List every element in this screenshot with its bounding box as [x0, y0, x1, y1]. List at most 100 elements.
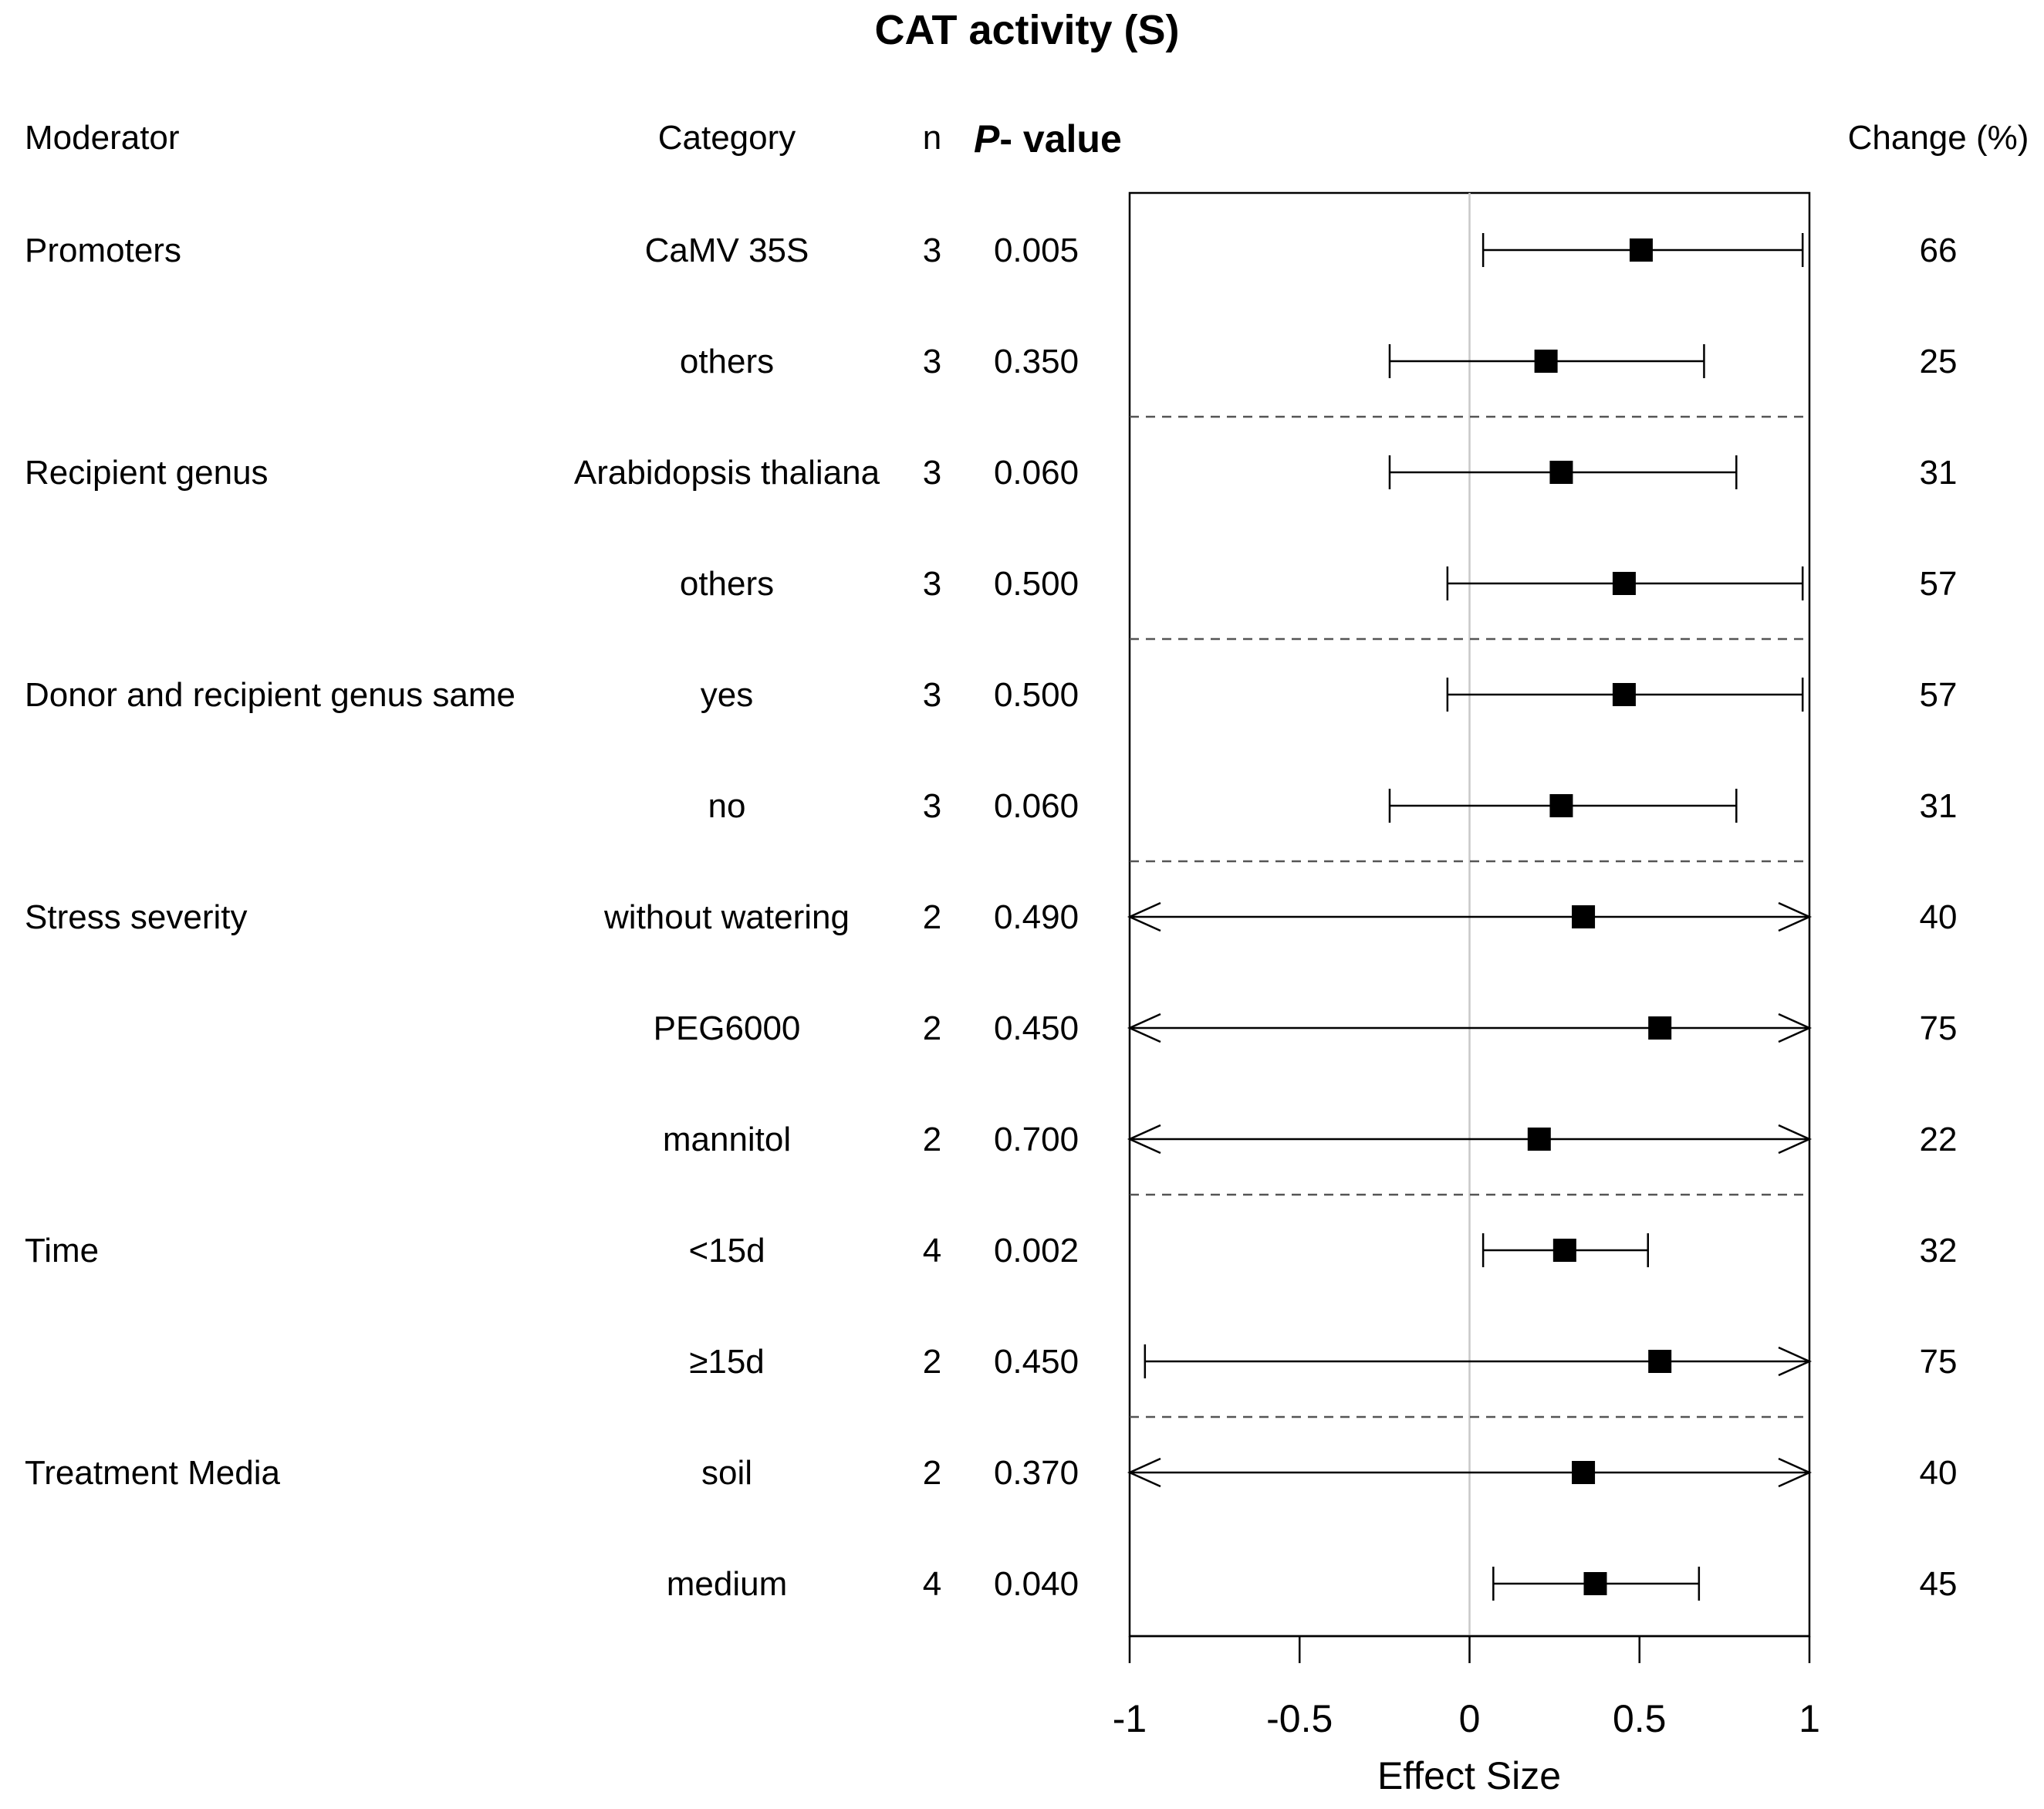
x-tick-label: 1 — [1799, 1697, 1820, 1740]
header-pvalue: P- value — [974, 117, 1122, 161]
p-value: 0.005 — [994, 232, 1079, 269]
category-label: Arabidopsis thaliana — [574, 454, 880, 492]
x-ticks-layer: -1 -0.5 0 0.5 1 — [1113, 1636, 1820, 1740]
category-label: no — [708, 787, 746, 825]
p-value: 0.060 — [994, 454, 1079, 492]
effect-size-point — [1549, 794, 1573, 817]
table-row: ≥15d 2 0.450 75 — [689, 1343, 1957, 1381]
n-value: 2 — [923, 1009, 941, 1047]
category-label: others — [680, 565, 774, 603]
change-value: 57 — [1920, 565, 1958, 603]
ci-arrow-right — [1778, 901, 1813, 932]
n-value: 3 — [923, 454, 941, 492]
moderator-label: Donor and recipient genus same — [25, 676, 515, 714]
ci-arrow-right — [1778, 1346, 1813, 1377]
category-label: without watering — [603, 898, 850, 936]
effect-size-point — [1612, 683, 1636, 706]
category-label: medium — [667, 1565, 788, 1603]
p-value: 0.350 — [994, 343, 1079, 380]
change-value: 75 — [1920, 1343, 1958, 1381]
n-value: 3 — [923, 565, 941, 603]
table-row: Recipient genus Arabidopsis thaliana 3 0.06… — [25, 454, 1957, 492]
change-value: 40 — [1920, 1454, 1958, 1492]
effect-size-point — [1648, 1016, 1672, 1040]
ci-arrow-left — [1127, 1124, 1161, 1155]
effect-size-point — [1648, 1350, 1672, 1373]
effect-size-point — [1612, 572, 1636, 595]
x-tick-label: -0.5 — [1266, 1697, 1333, 1740]
p-value: 0.450 — [994, 1009, 1079, 1047]
header-n: n — [923, 119, 941, 157]
n-value: 4 — [923, 1565, 941, 1603]
table-row: Donor and recipient genus same yes 3 0.500 5… — [25, 676, 1957, 714]
p-value: 0.450 — [994, 1343, 1079, 1381]
change-value: 31 — [1920, 787, 1958, 825]
n-value: 2 — [923, 1454, 941, 1492]
header-change: Change (%) — [1848, 119, 2029, 157]
p-value: 0.060 — [994, 787, 1079, 825]
effect-size-point — [1629, 238, 1653, 262]
effect-size-point — [1549, 461, 1573, 484]
moderator-label: Stress severity — [25, 898, 248, 936]
effect-size-point — [1552, 1239, 1576, 1262]
n-value: 2 — [923, 898, 941, 936]
p-value: 0.700 — [994, 1121, 1079, 1158]
n-value: 3 — [923, 787, 941, 825]
x-tick-label: 0 — [1459, 1697, 1481, 1740]
ci-arrow-left — [1127, 901, 1161, 932]
p-value: 0.490 — [994, 898, 1079, 936]
change-value: 22 — [1920, 1121, 1958, 1158]
n-value: 3 — [923, 343, 941, 380]
change-value: 57 — [1920, 676, 1958, 714]
header-moderator: Moderator — [25, 119, 180, 157]
effect-size-point — [1572, 905, 1596, 928]
category-label: PEG6000 — [654, 1009, 801, 1047]
table-row: others 3 0.350 25 — [680, 343, 1958, 380]
table-row: Time <15d 4 0.002 32 — [25, 1232, 1957, 1270]
header-pvalue-rest: - value — [999, 117, 1121, 161]
moderator-label: Treatment Media — [25, 1454, 280, 1492]
n-value: 2 — [923, 1121, 941, 1158]
category-label: mannitol — [663, 1121, 791, 1158]
header-pvalue-p: P — [974, 117, 1000, 161]
chart-title: CAT activity (S) — [874, 7, 1179, 53]
x-tick-label: -1 — [1113, 1697, 1147, 1740]
table-row: Stress severity without watering 2 0.490 40 — [25, 898, 1957, 936]
category-label: <15d — [688, 1232, 765, 1270]
change-value: 40 — [1920, 898, 1958, 936]
change-value: 31 — [1920, 454, 1958, 492]
n-value: 3 — [923, 676, 941, 714]
change-value: 75 — [1920, 1009, 1958, 1047]
p-value: 0.040 — [994, 1565, 1079, 1603]
table-row: Treatment Media soil 2 0.370 40 — [25, 1454, 1957, 1492]
change-value: 45 — [1920, 1565, 1958, 1603]
table-row: others 3 0.500 57 — [680, 565, 1958, 603]
header-category: Category — [658, 119, 796, 157]
category-label: ≥15d — [689, 1343, 765, 1381]
change-value: 66 — [1920, 232, 1958, 269]
ci-arrow-left — [1127, 1013, 1161, 1043]
effect-size-point — [1527, 1128, 1551, 1151]
p-value: 0.370 — [994, 1454, 1079, 1492]
effect-size-point — [1572, 1461, 1596, 1484]
change-value: 25 — [1920, 343, 1958, 380]
table-row: no 3 0.060 31 — [708, 787, 1958, 825]
p-value: 0.002 — [994, 1232, 1079, 1270]
moderator-label: Time — [25, 1232, 99, 1270]
table-row: PEG6000 2 0.450 75 — [654, 1009, 1958, 1047]
x-axis-label: Effect Size — [1377, 1754, 1561, 1797]
category-label: yes — [701, 676, 753, 714]
table-row: mannitol 2 0.700 22 — [663, 1121, 1958, 1158]
category-label: CaMV 35S — [645, 232, 809, 269]
table-row: Promoters CaMV 35S 3 0.005 66 — [25, 232, 1957, 269]
effect-size-point — [1583, 1572, 1607, 1595]
p-value: 0.500 — [994, 676, 1079, 714]
moderator-label: Promoters — [25, 232, 181, 269]
ci-arrow-right — [1778, 1124, 1813, 1155]
category-label: others — [680, 343, 774, 380]
ci-arrow-right — [1778, 1457, 1813, 1488]
ci-arrow-left — [1127, 1457, 1161, 1488]
n-value: 2 — [923, 1343, 941, 1381]
n-value: 4 — [923, 1232, 941, 1270]
